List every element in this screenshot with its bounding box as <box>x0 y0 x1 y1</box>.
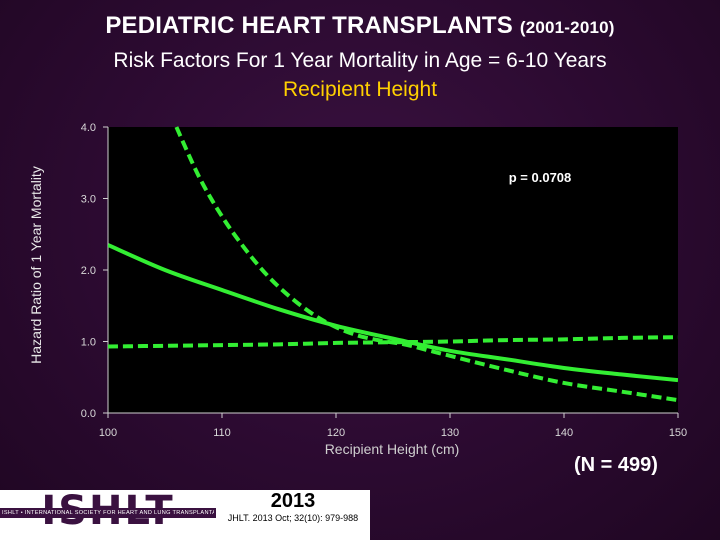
x-tick-label: 150 <box>669 427 687 439</box>
citation-year: 2013 <box>270 490 316 512</box>
y-tick-label: 2.0 <box>81 265 96 277</box>
x-tick-label: 100 <box>99 427 117 439</box>
ishlt-logo-tagline: ISHLT • INTERNATIONAL SOCIETY FOR HEART … <box>2 510 214 516</box>
ishlt-logo-band <box>0 508 216 518</box>
hazard-ratio-line <box>108 243 678 383</box>
y-tick-label: 1.0 <box>81 337 96 349</box>
subtitle-text: Risk Factors For 1 Year Mortality in Age… <box>113 49 607 72</box>
plot-area <box>108 127 678 413</box>
x-tick-label: 110 <box>213 427 231 439</box>
x-tick-label: 140 <box>555 427 573 439</box>
y-tick-label: 0.0 <box>81 408 96 420</box>
y-axis-label: Hazard Ratio of 1 Year Mortality <box>28 166 44 364</box>
title-text: PEDIATRIC HEART TRANSPLANTS <box>105 12 513 39</box>
x-tick-label: 120 <box>327 427 345 439</box>
ishlt-logo: ISHLT ISHLT • INTERNATIONAL SOCIETY FOR … <box>0 490 216 540</box>
subtitle-variable: Recipient Height <box>282 78 438 101</box>
page-title: PEDIATRIC HEART TRANSPLANTS (2001-2010) <box>0 12 720 40</box>
title-years: (2001-2010) <box>519 18 615 37</box>
y-tick-label: 3.0 <box>81 194 96 206</box>
page-subtitle: Risk Factors For 1 Year Mortality in Age… <box>0 46 720 104</box>
x-axis-label: Recipient Height (cm) <box>324 441 460 457</box>
citation-box: 2013 JHLT. 2013 Oct; 32(10): 979-988 <box>216 490 370 540</box>
sample-size-note: (N = 499) <box>574 454 658 476</box>
p-value-annotation: p = 0.0708 <box>509 170 572 185</box>
citation-reference: JHLT. 2013 Oct; 32(10): 979-988 <box>227 513 359 523</box>
confidence-bound-line <box>108 335 678 349</box>
x-tick-label: 130 <box>441 427 459 439</box>
y-tick-label: 4.0 <box>81 122 96 134</box>
confidence-bound-line <box>174 126 678 403</box>
